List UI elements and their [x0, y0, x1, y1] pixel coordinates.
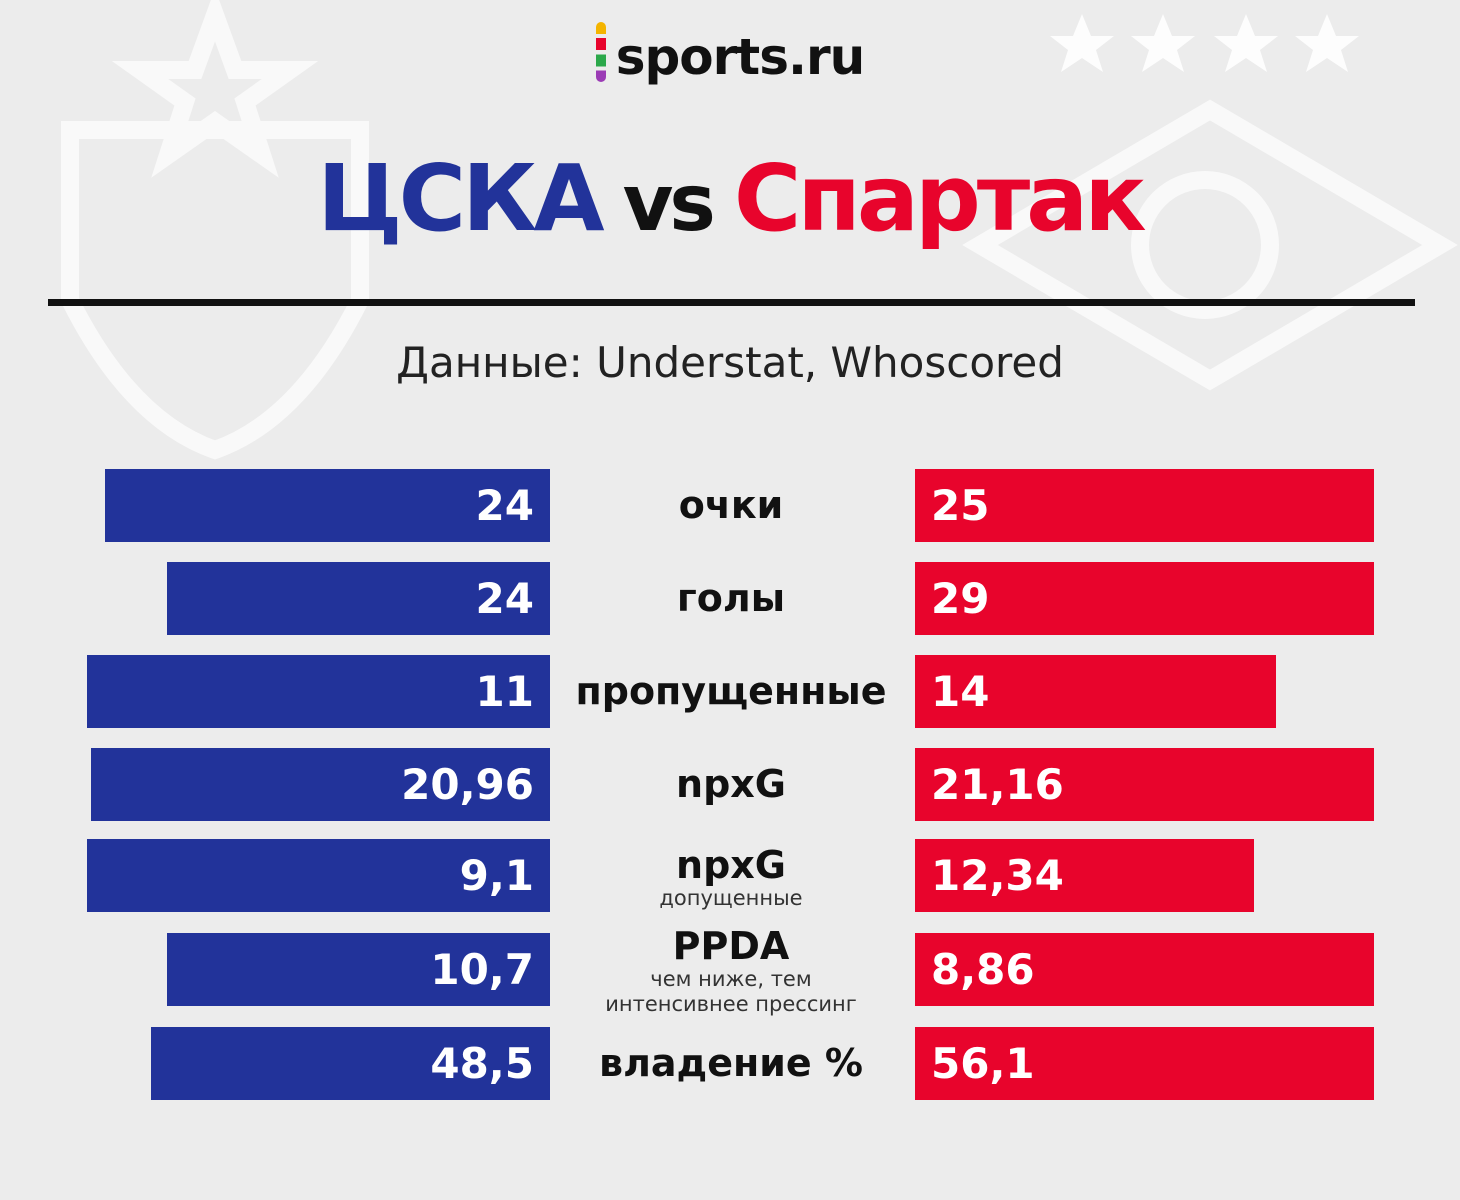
subtitle: Данные: Understat, Whoscored	[396, 338, 1064, 387]
row-label: пропущенные	[560, 670, 902, 712]
team-left: ЦСКА	[317, 145, 604, 252]
row-label: голы	[560, 577, 902, 619]
row-label: npxG	[560, 763, 902, 805]
left-bar: 9,1	[87, 839, 550, 912]
row-label: npxG допущенные	[560, 844, 902, 911]
metric-name: PPDA	[672, 924, 790, 968]
metric-name: голы	[676, 576, 786, 620]
right-bar: 25	[915, 469, 1374, 542]
title: ЦСКА vs Спартак	[0, 145, 1460, 252]
metric-name: npxG	[676, 842, 786, 887]
left-bar: 24	[167, 562, 550, 635]
logo: sports.ru	[0, 22, 1460, 86]
logo-text: sports.ru	[615, 28, 865, 86]
right-bar: 56,1	[915, 1027, 1374, 1100]
row-label: PPDA чем ниже, тем интенсивнее прессинг	[560, 925, 902, 1017]
left-bar: 11	[87, 655, 550, 728]
right-bar: 29	[915, 562, 1374, 635]
right-bar: 8,86	[915, 933, 1374, 1006]
metric-name: владение %	[599, 1041, 863, 1085]
versus: vs	[622, 159, 716, 249]
metric-name: npxG	[676, 762, 786, 806]
row-label: владение %	[560, 1042, 902, 1084]
row-label: очки	[560, 484, 902, 526]
metric-name: пропущенные	[575, 669, 887, 713]
metric-note: допущенные	[659, 885, 803, 910]
left-bar: 24	[105, 469, 550, 542]
team-right: Спартак	[733, 145, 1147, 252]
divider	[48, 299, 1415, 306]
left-bar: 10,7	[167, 933, 550, 1006]
left-bar: 20,96	[91, 748, 550, 821]
right-bar: 12,34	[915, 839, 1254, 912]
left-bar: 48,5	[151, 1027, 550, 1100]
metric-name: очки	[678, 483, 784, 527]
right-bar: 21,16	[915, 748, 1374, 821]
right-bar: 14	[915, 655, 1276, 728]
metric-note: чем ниже, тем интенсивнее прессинг	[605, 967, 857, 1016]
